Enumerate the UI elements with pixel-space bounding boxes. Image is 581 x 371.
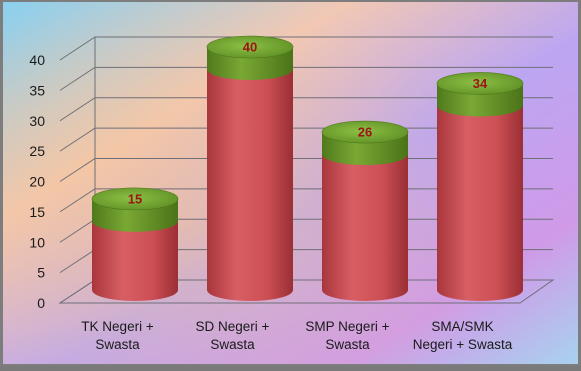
y-tick-label: 30 bbox=[29, 113, 45, 129]
y-axis: 0 5 10 15 20 25 30 35 40 bbox=[29, 52, 45, 311]
y-tick-label: 35 bbox=[29, 82, 45, 98]
data-label: 26 bbox=[358, 125, 372, 140]
gridline bbox=[59, 36, 553, 61]
bar-top bbox=[91, 187, 179, 211]
y-tick-label: 5 bbox=[37, 265, 45, 281]
y-tick-label: 0 bbox=[37, 295, 45, 311]
data-label: 34 bbox=[473, 76, 488, 91]
y-tick-label: 25 bbox=[29, 143, 45, 159]
bar-top bbox=[436, 72, 524, 95]
x-tick-label: SD Negeri + Swasta bbox=[196, 319, 270, 352]
bar: 34 bbox=[436, 72, 524, 301]
bar: 40 bbox=[206, 35, 294, 301]
bar-body bbox=[322, 132, 408, 301]
bar-top bbox=[321, 120, 409, 144]
y-tick-label: 10 bbox=[29, 234, 45, 250]
x-tick-label: SMP Negeri + Swasta bbox=[305, 319, 389, 352]
bars: 15 40 26 34 bbox=[91, 35, 524, 301]
bar: 26 bbox=[321, 120, 409, 301]
bar-body bbox=[437, 83, 523, 301]
gridline bbox=[59, 97, 553, 122]
x-tick-label: SMA/SMK Negeri + Swasta bbox=[413, 319, 513, 352]
y-tick-label: 20 bbox=[29, 174, 45, 190]
y-tick-label: 15 bbox=[29, 204, 45, 220]
x-axis: TK Negeri + Swasta SD Negeri + Swasta SMP Ne… bbox=[81, 319, 512, 352]
bar-top bbox=[206, 35, 294, 59]
bar-body bbox=[207, 47, 293, 301]
gridline bbox=[59, 66, 553, 91]
y-tick-label: 40 bbox=[29, 52, 45, 68]
bar: 15 bbox=[91, 187, 179, 301]
data-label: 15 bbox=[128, 191, 142, 206]
x-tick-label: TK Negeri + Swasta bbox=[81, 319, 154, 352]
data-label: 40 bbox=[243, 40, 257, 55]
